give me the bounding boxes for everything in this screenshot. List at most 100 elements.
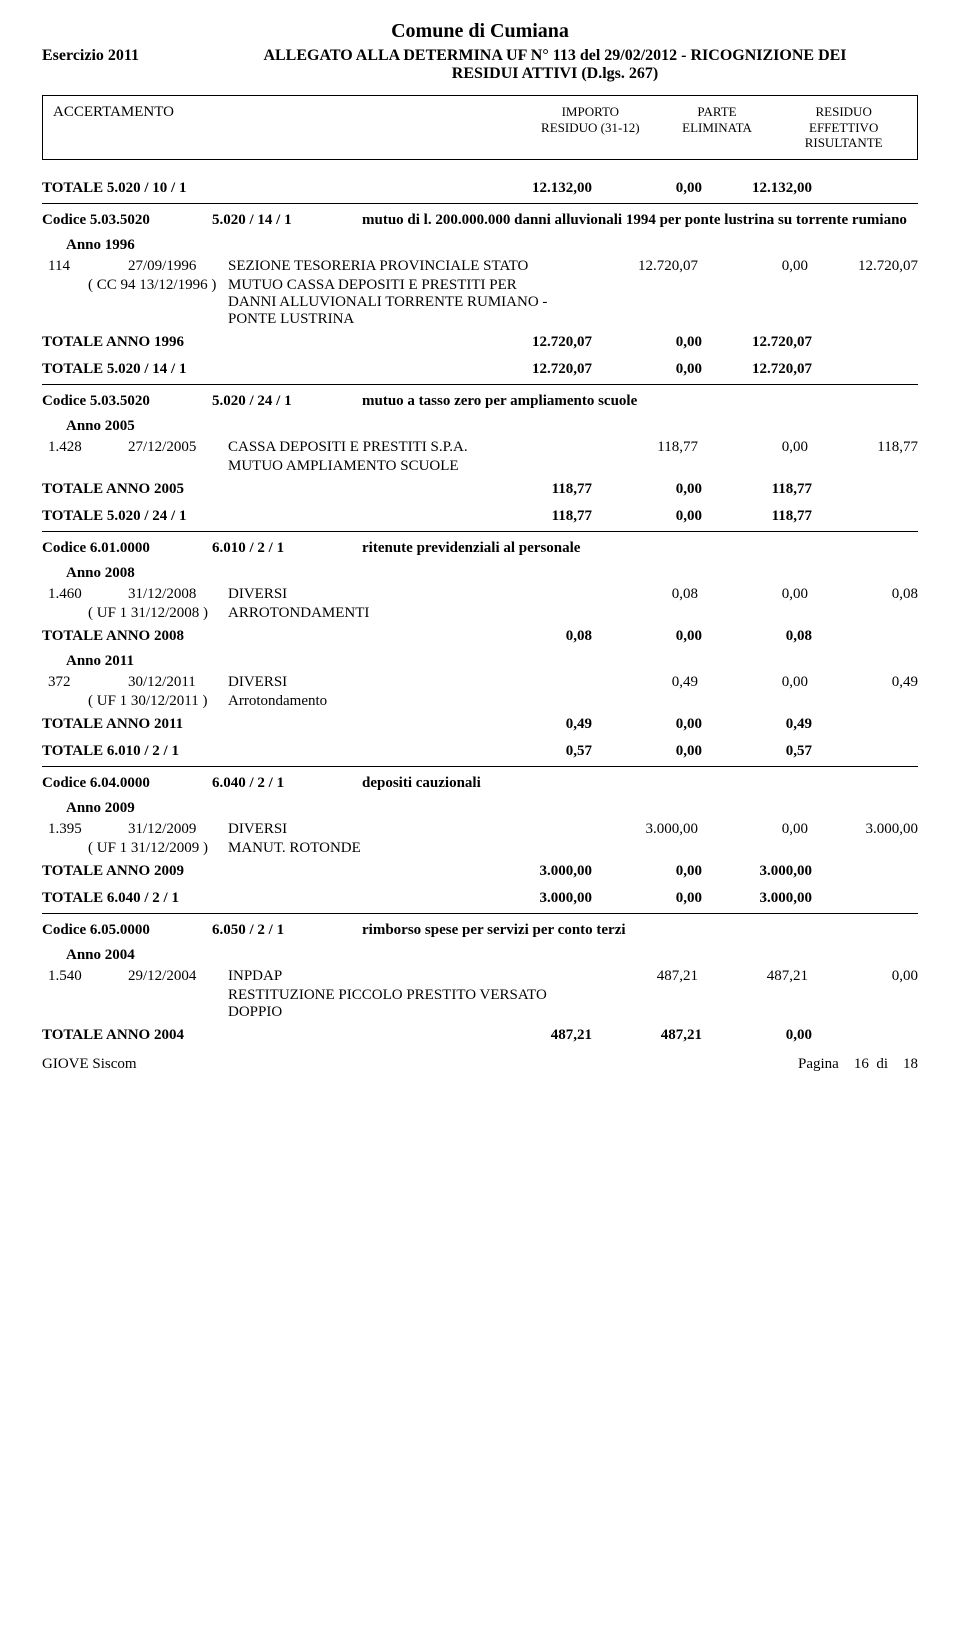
s5-entry-v1: 487,21 (588, 968, 698, 985)
s1-tot-anno-v3: 12.720,07 (702, 334, 812, 351)
footer-right-label: Pagina (798, 1056, 839, 1072)
esercizio-label: Esercizio 2011 (42, 47, 192, 65)
s1-tot-label: TOTALE 5.020 / 14 / 1 (42, 361, 482, 378)
s3-entry1-v1: 0,08 (588, 586, 698, 603)
s4-entry-row: 1.395 31/12/2009 DIVERSI 3.000,00 0,00 3… (48, 821, 918, 838)
s5-code: Codice 6.05.0000 (42, 922, 182, 939)
s5-tot-anno-row: TOTALE ANNO 2004 487,21 487,21 0,00 (42, 1027, 918, 1044)
s3-entry1-desc1: DIVERSI (228, 586, 588, 603)
s2-entry-v2: 0,00 (698, 439, 808, 456)
s2-entry-row2: MUTUO AMPLIAMENTO SCUOLE (48, 458, 918, 475)
s5-entry-v3: 0,00 (808, 968, 918, 985)
s3-entry1-ref2: ( UF 1 31/12/2008 ) (88, 605, 228, 622)
s5-entry-row: 1.540 29/12/2004 INPDAP 487,21 487,21 0,… (48, 968, 918, 985)
page-footer: GIOVE Siscom Pagina 16 di 18 (42, 1056, 918, 1073)
s4-tot-anno-label: TOTALE ANNO 2009 (42, 863, 482, 880)
accertamento-label: ACCERTAMENTO (53, 104, 273, 121)
s3-tot-anno2-v3: 0,49 (702, 716, 812, 733)
s2-anno: Anno 2005 (66, 418, 918, 435)
s4-tot-v3: 3.000,00 (702, 890, 812, 907)
top-total-v3: 12.132,00 (702, 180, 812, 197)
page: Comune di Cumiana Esercizio 2011 ALLEGAT… (0, 0, 960, 1093)
col-importo-l2: RESIDUO (31-12) (541, 120, 640, 135)
s2-entry-desc2: MUTUO AMPLIAMENTO SCUOLE (228, 458, 588, 475)
s5-codice-row: Codice 6.05.0000 6.050 / 2 / 1 rimborso … (42, 922, 918, 939)
s1-tot-anno-row: TOTALE ANNO 1996 12.720,07 0,00 12.720,0… (42, 334, 918, 351)
s3-code: Codice 6.01.0000 (42, 540, 182, 557)
s3-entry2-row2: ( UF 1 30/12/2011 ) Arrotondamento (48, 693, 918, 710)
s1-entry-date: 27/09/1996 (128, 258, 228, 275)
municipality-title: Comune di Cumiana (42, 20, 918, 43)
s2-tot-row: TOTALE 5.020 / 24 / 1 118,77 0,00 118,77 (42, 508, 918, 525)
s3-anno2: Anno 2011 (66, 653, 918, 670)
s4-anno: Anno 2009 (66, 800, 918, 817)
determina-block: ALLEGATO ALLA DETERMINA UF N° 113 del 29… (192, 47, 918, 83)
s5-ref: 6.050 / 2 / 1 (212, 922, 332, 939)
s1-entry-row2: ( CC 94 13/12/1996 ) MUTUO CASSA DEPOSIT… (48, 277, 918, 328)
s4-entry-v2: 0,00 (698, 821, 808, 838)
s4-tot-anno-row: TOTALE ANNO 2009 3.000,00 0,00 3.000,00 (42, 863, 918, 880)
s1-entry-row: 114 27/09/1996 SEZIONE TESORERIA PROVINC… (48, 258, 918, 275)
s4-tot-anno-v2: 0,00 (592, 863, 702, 880)
s2-tot-anno-v3: 118,77 (702, 481, 812, 498)
s2-entry-desc1: CASSA DEPOSITI E PRESTITI S.P.A. (228, 439, 588, 456)
s3-codice-row: Codice 6.01.0000 6.010 / 2 / 1 ritenute … (42, 540, 918, 557)
s5-desc: rimborso spese per servizi per conto ter… (362, 922, 918, 939)
s1-tot-anno-v1: 12.720,07 (482, 334, 592, 351)
s4-entry-acc: 1.395 (48, 821, 128, 838)
s3-entry1-v3: 0,08 (808, 586, 918, 603)
s5-tot-anno-label: TOTALE ANNO 2004 (42, 1027, 482, 1044)
s3-tot-v3: 0,57 (702, 743, 812, 760)
divider (42, 531, 918, 532)
s3-tot-v2: 0,00 (592, 743, 702, 760)
col-parte-l2: ELIMINATA (682, 120, 752, 135)
s2-entry-v3: 118,77 (808, 439, 918, 456)
s2-tot-v2: 0,00 (592, 508, 702, 525)
s3-entry1-row2: ( UF 1 31/12/2008 ) ARROTONDAMENTI (48, 605, 918, 622)
s1-desc: mutuo di l. 200.000.000 danni alluvional… (362, 212, 918, 229)
s4-entry-desc1: DIVERSI (228, 821, 588, 838)
s5-entry-acc: 1.540 (48, 968, 128, 985)
s3-tot-anno2-v2: 0,00 (592, 716, 702, 733)
s5-anno: Anno 2004 (66, 947, 918, 964)
s2-tot-anno-v1: 118,77 (482, 481, 592, 498)
s3-entry1-acc: 1.460 (48, 586, 128, 603)
s3-entry2-desc2: Arrotondamento (228, 693, 588, 710)
s3-tot-anno1-row: TOTALE ANNO 2008 0,08 0,00 0,08 (42, 628, 918, 645)
s5-entry-desc2: RESTITUZIONE PICCOLO PRESTITO VERSATO DO… (228, 987, 588, 1021)
s1-entry-acc: 114 (48, 258, 128, 275)
footer-right-total: 18 (903, 1056, 918, 1072)
s1-entry-desc2a: MUTUO CASSA DEPOSITI E PRESTITI PER (228, 277, 517, 293)
s2-tot-label: TOTALE 5.020 / 24 / 1 (42, 508, 482, 525)
footer-right-sep: di (876, 1056, 888, 1072)
col-residuo: RESIDUO EFFETTIVO RISULTANTE (780, 104, 907, 151)
s5-entry-v2: 487,21 (698, 968, 808, 985)
s4-ref: 6.040 / 2 / 1 (212, 775, 332, 792)
s2-tot-anno-v2: 0,00 (592, 481, 702, 498)
s3-tot-anno2-row: TOTALE ANNO 2011 0,49 0,00 0,49 (42, 716, 918, 733)
s1-entry-desc2: MUTUO CASSA DEPOSITI E PRESTITI PER DANN… (228, 277, 588, 328)
s4-entry-date: 31/12/2009 (128, 821, 228, 838)
s1-tot-v2: 0,00 (592, 361, 702, 378)
s3-tot-row: TOTALE 6.010 / 2 / 1 0,57 0,00 0,57 (42, 743, 918, 760)
s4-codice-row: Codice 6.04.0000 6.040 / 2 / 1 depositi … (42, 775, 918, 792)
s2-code: Codice 5.03.5020 (42, 393, 182, 410)
determina-line1: ALLEGATO ALLA DETERMINA UF N° 113 del 29… (263, 47, 846, 64)
footer-left: GIOVE Siscom (42, 1056, 137, 1073)
s1-entry-desc1: SEZIONE TESORERIA PROVINCIALE STATO (228, 258, 588, 275)
s4-tot-v1: 3.000,00 (482, 890, 592, 907)
s1-ref: 5.020 / 14 / 1 (212, 212, 332, 229)
s5-tot-anno-v1: 487,21 (482, 1027, 592, 1044)
s3-ref: 6.010 / 2 / 1 (212, 540, 332, 557)
s1-entry-v2: 0,00 (698, 258, 808, 275)
s1-tot-v1: 12.720,07 (482, 361, 592, 378)
s1-tot-anno-v2: 0,00 (592, 334, 702, 351)
s1-anno: Anno 1996 (66, 237, 918, 254)
s3-entry2-desc1: DIVERSI (228, 674, 588, 691)
s4-desc: depositi cauzionali (362, 775, 918, 792)
s1-entry-v1: 12.720,07 (588, 258, 698, 275)
s2-entry-row: 1.428 27/12/2005 CASSA DEPOSITI E PRESTI… (48, 439, 918, 456)
col-parte: PARTE ELIMINATA (654, 104, 781, 151)
divider (42, 766, 918, 767)
s5-entry-desc2b: DOPPIO (228, 1004, 282, 1020)
